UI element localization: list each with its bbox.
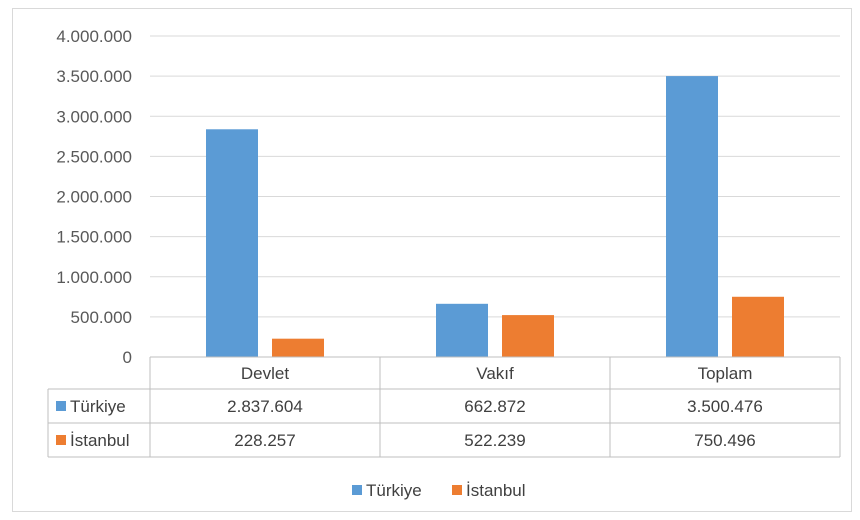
bar-turkiye [206, 129, 258, 357]
table-legend-key [56, 435, 66, 445]
y-tick-label: 0 [123, 348, 132, 367]
y-tick-label: 1.000.000 [56, 268, 132, 287]
bar-turkiye [666, 76, 718, 358]
y-tick-label: 3.000.000 [56, 107, 132, 126]
data-label: 662.872 [464, 397, 525, 416]
category-label: Toplam [698, 364, 753, 383]
y-tick-label: 2.000.000 [56, 188, 132, 207]
y-tick-label: 4.000.000 [56, 27, 132, 46]
data-label: 2.837.604 [227, 397, 303, 416]
legend-key [352, 485, 362, 495]
series-name: İstanbul [70, 431, 130, 450]
table-legend-key [56, 401, 66, 411]
legend-key [452, 485, 462, 495]
data-label: 522.239 [464, 431, 525, 450]
y-tick-label: 1.500.000 [56, 228, 132, 247]
bar-turkiye [436, 303, 488, 357]
bar-istanbul [272, 338, 324, 357]
bar-istanbul [502, 315, 554, 357]
data-label: 750.496 [694, 431, 755, 450]
y-tick-label: 3.500.000 [56, 67, 132, 86]
series-name: Türkiye [70, 397, 126, 416]
category-label: Devlet [241, 364, 289, 383]
data-label: 228.257 [234, 431, 295, 450]
y-tick-label: 500.000 [71, 308, 132, 327]
category-label: Vakıf [476, 364, 514, 383]
legend-label: İstanbul [466, 481, 526, 500]
bar-istanbul [732, 296, 784, 357]
legend-label: Türkiye [366, 481, 422, 500]
y-tick-label: 2.500.000 [56, 147, 132, 166]
data-label: 3.500.476 [687, 397, 763, 416]
